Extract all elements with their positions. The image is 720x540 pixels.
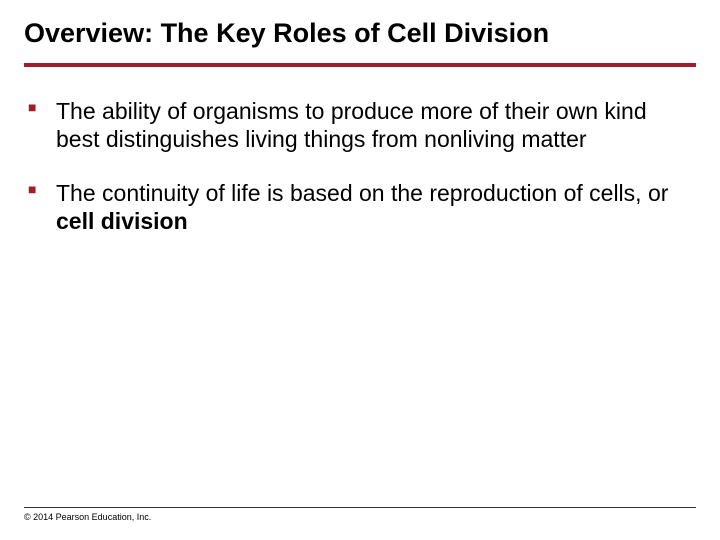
slide-body: The ability of organisms to produce more… <box>24 67 696 235</box>
footer: © 2014 Pearson Education, Inc. <box>24 507 696 522</box>
list-item: The ability of organisms to produce more… <box>28 97 696 153</box>
bullet-text-bold: cell division <box>56 208 188 234</box>
bullet-list: The ability of organisms to produce more… <box>24 97 696 235</box>
bullet-text: The continuity of life is based on the r… <box>56 180 668 206</box>
copyright-text: © 2014 Pearson Education, Inc. <box>24 512 696 522</box>
bullet-text: The ability of organisms to produce more… <box>56 98 647 152</box>
slide-title: Overview: The Key Roles of Cell Division <box>24 18 696 63</box>
footer-rule <box>24 507 696 508</box>
list-item: The continuity of life is based on the r… <box>28 179 696 235</box>
slide: Overview: The Key Roles of Cell Division… <box>0 0 720 540</box>
